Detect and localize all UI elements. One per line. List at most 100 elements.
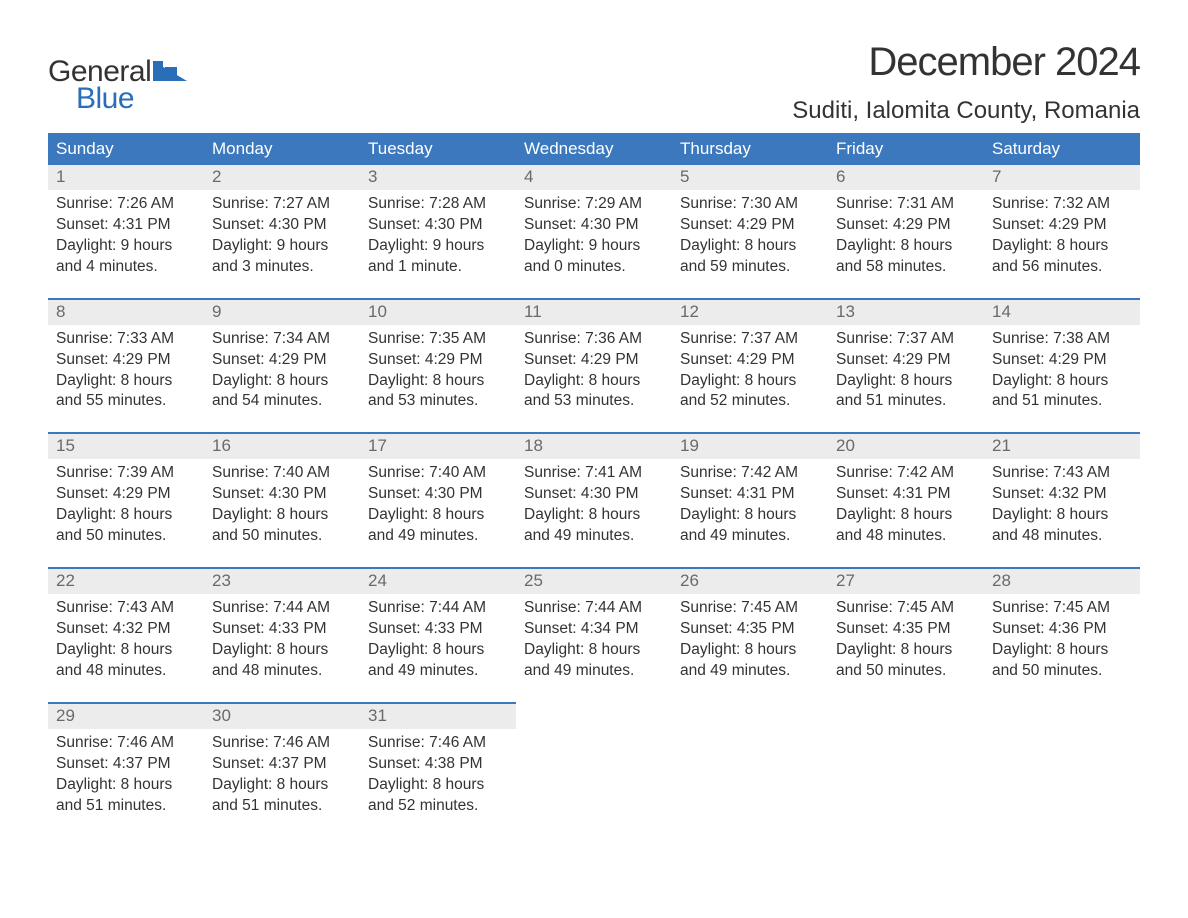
daylight-text-2: and 1 minute.	[368, 257, 508, 278]
day-cell: 10Sunrise: 7:35 AMSunset: 4:29 PMDayligh…	[360, 299, 516, 434]
sunset-text: Sunset: 4:29 PM	[680, 215, 820, 236]
day-cell: 13Sunrise: 7:37 AMSunset: 4:29 PMDayligh…	[828, 299, 984, 434]
daylight-text-2: and 48 minutes.	[56, 661, 196, 682]
day-body: Sunrise: 7:46 AMSunset: 4:38 PMDaylight:…	[360, 729, 516, 817]
daylight-text-2: and 51 minutes.	[836, 391, 976, 412]
day-number: 1	[48, 165, 204, 190]
daylight-text-2: and 50 minutes.	[836, 661, 976, 682]
sunrise-text: Sunrise: 7:45 AM	[680, 598, 820, 619]
sunrise-text: Sunrise: 7:37 AM	[680, 329, 820, 350]
day-number: 25	[516, 569, 672, 594]
sunset-text: Sunset: 4:31 PM	[680, 484, 820, 505]
daylight-text-1: Daylight: 9 hours	[524, 236, 664, 257]
daylight-text-1: Daylight: 8 hours	[992, 640, 1132, 661]
daylight-text-1: Daylight: 8 hours	[836, 371, 976, 392]
daylight-text-1: Daylight: 8 hours	[212, 505, 352, 526]
day-number: 2	[204, 165, 360, 190]
sunset-text: Sunset: 4:30 PM	[524, 215, 664, 236]
day-number: 26	[672, 569, 828, 594]
sunrise-text: Sunrise: 7:32 AM	[992, 194, 1132, 215]
sunrise-text: Sunrise: 7:38 AM	[992, 329, 1132, 350]
day-number: 3	[360, 165, 516, 190]
daylight-text-2: and 52 minutes.	[680, 391, 820, 412]
week-row: 1Sunrise: 7:26 AMSunset: 4:31 PMDaylight…	[48, 165, 1140, 299]
daylight-text-2: and 49 minutes.	[680, 661, 820, 682]
sunset-text: Sunset: 4:30 PM	[524, 484, 664, 505]
sunrise-text: Sunrise: 7:41 AM	[524, 463, 664, 484]
sunset-text: Sunset: 4:38 PM	[368, 754, 508, 775]
daylight-text-1: Daylight: 8 hours	[524, 371, 664, 392]
day-body: Sunrise: 7:35 AMSunset: 4:29 PMDaylight:…	[360, 325, 516, 413]
day-body: Sunrise: 7:45 AMSunset: 4:35 PMDaylight:…	[672, 594, 828, 682]
day-cell: 15Sunrise: 7:39 AMSunset: 4:29 PMDayligh…	[48, 433, 204, 568]
day-body: Sunrise: 7:44 AMSunset: 4:33 PMDaylight:…	[360, 594, 516, 682]
daylight-text-1: Daylight: 8 hours	[368, 505, 508, 526]
sunset-text: Sunset: 4:29 PM	[836, 215, 976, 236]
daylight-text-2: and 49 minutes.	[368, 661, 508, 682]
daylight-text-2: and 50 minutes.	[56, 526, 196, 547]
sunrise-text: Sunrise: 7:31 AM	[836, 194, 976, 215]
day-cell: 12 Sunrise: 7:37 AMSunset: 4:29 PMDayligh…	[672, 299, 828, 434]
sunrise-text: Sunrise: 7:36 AM	[524, 329, 664, 350]
day-body: Sunrise: 7:46 AMSunset: 4:37 PMDaylight:…	[204, 729, 360, 817]
sunset-text: Sunset: 4:29 PM	[992, 215, 1132, 236]
day-cell: 5 Sunrise: 7:30 AMSunset: 4:29 PMDaylight…	[672, 165, 828, 299]
sunset-text: Sunset: 4:32 PM	[56, 619, 196, 640]
day-number: 7	[984, 165, 1140, 190]
daylight-text-1: Daylight: 8 hours	[680, 236, 820, 257]
sunrise-text: Sunrise: 7:30 AM	[680, 194, 820, 215]
sunrise-text: Sunrise: 7:42 AM	[836, 463, 976, 484]
day-body: Sunrise: 7:29 AMSunset: 4:30 PMDaylight:…	[516, 190, 672, 278]
daylight-text-1: Daylight: 8 hours	[680, 371, 820, 392]
day-body: Sunrise: 7:44 AMSunset: 4:33 PMDaylight:…	[204, 594, 360, 682]
daylight-text-2: and 51 minutes.	[992, 391, 1132, 412]
sunset-text: Sunset: 4:29 PM	[680, 350, 820, 371]
daylight-text-2: and 4 minutes.	[56, 257, 196, 278]
sunrise-text: Sunrise: 7:46 AM	[212, 733, 352, 754]
sunset-text: Sunset: 4:31 PM	[836, 484, 976, 505]
day-cell: 17Sunrise: 7:40 AMSunset: 4:30 PMDayligh…	[360, 433, 516, 568]
day-body: Sunrise: 7:31 AMSunset: 4:29 PMDaylight:…	[828, 190, 984, 278]
week-row: 22Sunrise: 7:43 AMSunset: 4:32 PMDayligh…	[48, 568, 1140, 703]
day-cell: 16Sunrise: 7:40 AMSunset: 4:30 PMDayligh…	[204, 433, 360, 568]
sunset-text: Sunset: 4:29 PM	[992, 350, 1132, 371]
daylight-text-2: and 0 minutes.	[524, 257, 664, 278]
daylight-text-2: and 52 minutes.	[368, 796, 508, 817]
col-tue: Tuesday	[360, 133, 516, 165]
daylight-text-2: and 48 minutes.	[836, 526, 976, 547]
daylight-text-1: Daylight: 8 hours	[56, 775, 196, 796]
daylight-text-1: Daylight: 8 hours	[212, 775, 352, 796]
day-body: Sunrise: 7:34 AMSunset: 4:29 PMDaylight:…	[204, 325, 360, 413]
day-number: 5	[672, 165, 828, 190]
daylight-text-2: and 51 minutes.	[56, 796, 196, 817]
daylight-text-2: and 51 minutes.	[212, 796, 352, 817]
daylight-text-2: and 49 minutes.	[524, 661, 664, 682]
sunset-text: Sunset: 4:29 PM	[56, 484, 196, 505]
daylight-text-1: Daylight: 8 hours	[836, 236, 976, 257]
sunrise-text: Sunrise: 7:34 AM	[212, 329, 352, 350]
day-cell: 18Sunrise: 7:41 AMSunset: 4:30 PMDayligh…	[516, 433, 672, 568]
sunset-text: Sunset: 4:30 PM	[212, 484, 352, 505]
day-number: 19	[672, 434, 828, 459]
day-number: 30	[204, 704, 360, 729]
day-body: Sunrise: 7:42 AMSunset: 4:31 PMDaylight:…	[828, 459, 984, 547]
sunrise-text: Sunrise: 7:28 AM	[368, 194, 508, 215]
day-cell: 20Sunrise: 7:42 AMSunset: 4:31 PMDayligh…	[828, 433, 984, 568]
day-body: Sunrise: 7:42 AMSunset: 4:31 PMDaylight:…	[672, 459, 828, 547]
sunset-text: Sunset: 4:30 PM	[368, 484, 508, 505]
daylight-text-2: and 54 minutes.	[212, 391, 352, 412]
day-cell: 11Sunrise: 7:36 AMSunset: 4:29 PMDayligh…	[516, 299, 672, 434]
daylight-text-1: Daylight: 8 hours	[992, 505, 1132, 526]
sunset-text: Sunset: 4:37 PM	[56, 754, 196, 775]
day-body: Sunrise: 7:45 AMSunset: 4:36 PMDaylight:…	[984, 594, 1140, 682]
sunrise-text: Sunrise: 7:43 AM	[992, 463, 1132, 484]
daylight-text-2: and 50 minutes.	[212, 526, 352, 547]
col-fri: Friday	[828, 133, 984, 165]
day-body: Sunrise: 7:46 AMSunset: 4:37 PMDaylight:…	[48, 729, 204, 817]
day-cell: 29Sunrise: 7:46 AMSunset: 4:37 PMDayligh…	[48, 703, 204, 837]
day-number: 12	[672, 300, 828, 325]
daylight-text-1: Daylight: 9 hours	[212, 236, 352, 257]
sunset-text: Sunset: 4:31 PM	[56, 215, 196, 236]
day-body: Sunrise: 7:36 AMSunset: 4:29 PMDaylight:…	[516, 325, 672, 413]
sunset-text: Sunset: 4:30 PM	[368, 215, 508, 236]
